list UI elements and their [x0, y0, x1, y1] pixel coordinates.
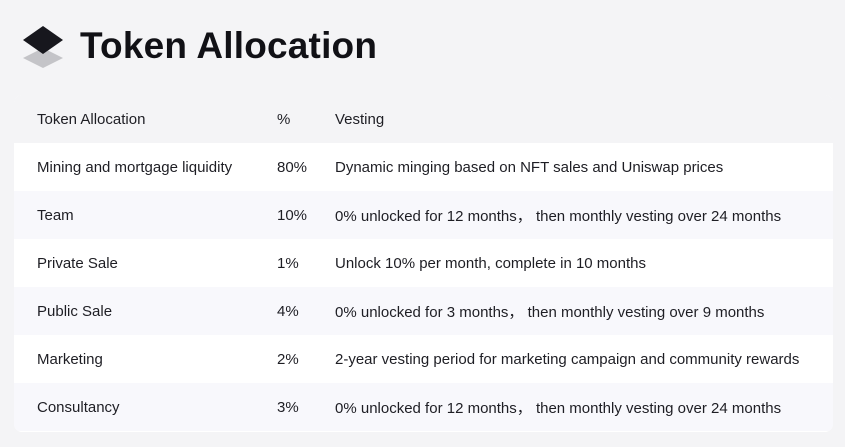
header-percent: %	[277, 110, 291, 128]
percent-cell: 4%	[277, 302, 299, 320]
allocation-cell: Marketing	[37, 350, 103, 368]
table-row: Private Sale 1% Unlock 10% per month, co…	[14, 239, 833, 287]
percent-cell: 1%	[277, 254, 299, 272]
percent-cell: 80%	[277, 158, 308, 176]
allocation-cell: Consultancy	[37, 398, 120, 416]
allocation-cell: Public Sale	[37, 302, 113, 320]
table-row: Mining and mortgage liquidity 80% Dynami…	[14, 143, 833, 191]
token-allocation-table: Token Allocation % Vesting Mining and mo…	[14, 95, 833, 432]
vesting-cell: Unlock 10% per month, complete in 10 mon…	[335, 254, 646, 272]
table-row: Marketing 2% 2-year vesting period for m…	[14, 335, 833, 383]
table-row: Consultancy 3% 0% unlocked for 12 months…	[14, 383, 833, 431]
allocation-cell: Private Sale	[37, 254, 118, 272]
header-vesting: Vesting	[335, 110, 385, 128]
page-title: Token Allocation	[80, 25, 378, 66]
table-row: Public Sale 4% 0% unlocked for 3 months，…	[14, 287, 833, 335]
stacked-layers-icon	[23, 26, 63, 68]
vesting-cell: Dynamic minging based on NFT sales and U…	[335, 158, 724, 176]
vesting-cell: 0% unlocked for 3 months， then monthly v…	[335, 303, 765, 321]
vesting-cell: 0% unlocked for 12 months， then monthly …	[335, 399, 782, 417]
table-header-row: Token Allocation % Vesting	[14, 95, 833, 143]
allocation-cell: Team	[37, 206, 74, 224]
header-allocation: Token Allocation	[37, 110, 146, 128]
page-header: Token Allocation	[22, 22, 377, 70]
table-row: Team 10% 0% unlocked for 12 months， then…	[14, 191, 833, 239]
percent-cell: 3%	[277, 398, 299, 416]
vesting-cell: 0% unlocked for 12 months， then monthly …	[335, 207, 782, 225]
percent-cell: 10%	[277, 206, 308, 224]
percent-cell: 2%	[277, 350, 299, 368]
vesting-cell: 2-year vesting period for marketing camp…	[335, 350, 800, 368]
allocation-cell: Mining and mortgage liquidity	[37, 158, 233, 176]
